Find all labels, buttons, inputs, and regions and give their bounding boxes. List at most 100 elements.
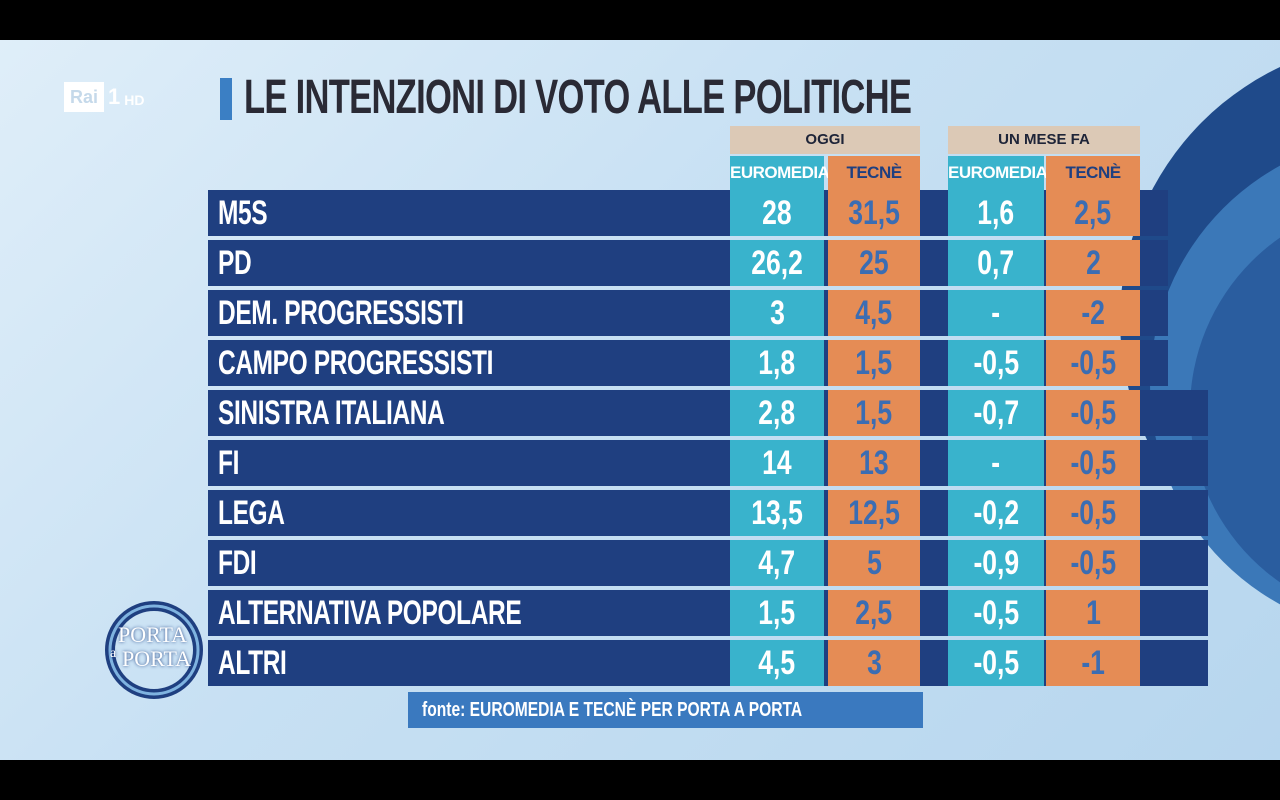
program-logo: PORTA a PORTA	[92, 600, 222, 710]
tecne-mese-cell: 2,5	[1046, 190, 1140, 236]
tecne-oggi-cell-value: 3	[866, 644, 882, 682]
euromedia-oggi-cell: 28	[730, 190, 824, 236]
euromedia-mese-cell-value: -0,5	[973, 594, 1019, 632]
tecne-oggi-cell-value: 31,5	[848, 194, 900, 232]
euromedia-oggi-cell: 13,5	[730, 490, 824, 536]
col-header-tecne-oggi: TECNÈ	[828, 156, 920, 190]
euromedia-mese-cell-value: -0,9	[973, 544, 1019, 582]
tecne-mese-cell-value: -0,5	[1070, 444, 1116, 482]
source-caption: fonte: EUROMEDIA E TECNÈ PER PORTA A POR…	[408, 692, 924, 728]
tecne-mese-cell: 2	[1046, 240, 1140, 286]
tecne-mese-cell-value: 2,5	[1074, 194, 1112, 232]
tecne-oggi-cell-value: 1,5	[855, 344, 893, 382]
party-label: CAMPO PROGRESSISTI	[218, 344, 494, 382]
program-logo-line1: PORTA	[118, 622, 188, 647]
tecne-mese-cell: -0,5	[1046, 490, 1140, 536]
euromedia-oggi-cell: 3	[730, 290, 824, 336]
program-logo-line2: a	[110, 646, 117, 661]
euromedia-mese-cell-value: 0,7	[977, 244, 1015, 282]
party-label: FI	[218, 444, 240, 482]
euromedia-oggi-cell-value: 13,5	[751, 494, 803, 532]
euromedia-mese-cell-value: -	[991, 444, 1001, 482]
group-header-mese: UN MESE FA	[948, 126, 1140, 154]
channel-logo: Rai 1 HD	[64, 82, 145, 112]
tecne-oggi-cell-value: 5	[866, 544, 882, 582]
euromedia-mese-cell: -0,5	[948, 340, 1044, 386]
col-header-euromedia-mese: EUROMEDIA	[948, 156, 1048, 190]
euromedia-oggi-cell-value: 2,8	[758, 394, 796, 432]
tecne-mese-cell: -0,5	[1046, 540, 1140, 586]
table-row: M5S 28 31,5 1,6 2,5	[208, 190, 1208, 236]
tecne-mese-cell-value: -1	[1081, 644, 1105, 682]
euromedia-mese-cell-value: -0,7	[973, 394, 1019, 432]
program-logo-line3: PORTA	[122, 646, 192, 671]
euromedia-mese-cell: -	[948, 440, 1044, 486]
euromedia-mese-cell: -0,9	[948, 540, 1044, 586]
tecne-oggi-cell: 1,5	[828, 340, 920, 386]
table-row: FDI 4,7 5 -0,9 -0,5	[208, 540, 1208, 586]
table-row: SINISTRA ITALIANA 2,8 1,5 -0,7 -0,5	[208, 390, 1208, 436]
euromedia-mese-cell-value: -0,2	[973, 494, 1019, 532]
euromedia-mese-cell-value: -	[991, 294, 1001, 332]
party-label: ALTRI	[218, 644, 287, 682]
tecne-oggi-cell-value: 12,5	[848, 494, 900, 532]
party-label: ALTERNATIVA POPOLARE	[218, 594, 522, 632]
euromedia-oggi-cell: 1,5	[730, 590, 824, 636]
euromedia-oggi-cell-value: 28	[762, 194, 792, 232]
tecne-oggi-cell: 5	[828, 540, 920, 586]
tecne-mese-cell: 1	[1046, 590, 1140, 636]
euromedia-mese-cell: 0,7	[948, 240, 1044, 286]
euromedia-oggi-cell-value: 3	[769, 294, 785, 332]
party-label: FDI	[218, 544, 257, 582]
table-row: FI 14 13 - -0,5	[208, 440, 1208, 486]
tecne-oggi-cell: 31,5	[828, 190, 920, 236]
euromedia-oggi-cell-value: 4,7	[758, 544, 796, 582]
euromedia-mese-cell: -	[948, 290, 1044, 336]
tecne-oggi-cell-value: 4,5	[855, 294, 893, 332]
party-label: M5S	[218, 194, 268, 232]
euromedia-oggi-cell: 14	[730, 440, 824, 486]
tecne-oggi-cell: 3	[828, 640, 920, 686]
poll-table: M5S 28 31,5 1,6 2,5 PD 26,2 25 0,7 2 DEM. PROGRESS…	[208, 190, 1208, 690]
euromedia-mese-cell-value: -0,5	[973, 644, 1019, 682]
tecne-mese-cell: -2	[1046, 290, 1140, 336]
euromedia-oggi-cell: 26,2	[730, 240, 824, 286]
euromedia-mese-cell: -0,7	[948, 390, 1044, 436]
tecne-mese-cell-value: 2	[1085, 244, 1101, 282]
group-header-oggi: OGGI	[730, 126, 920, 154]
table-row: ALTERNATIVA POPOLARE 1,5 2,5 -0,5 1	[208, 590, 1208, 636]
tecne-oggi-cell: 12,5	[828, 490, 920, 536]
tecne-mese-cell: -0,5	[1046, 340, 1140, 386]
table-row: LEGA 13,5 12,5 -0,2 -0,5	[208, 490, 1208, 536]
title-accent-bar	[220, 78, 232, 120]
tecne-mese-cell-value: 1	[1085, 594, 1101, 632]
tecne-mese-cell: -0,5	[1046, 440, 1140, 486]
euromedia-oggi-cell-value: 14	[762, 444, 792, 482]
source-text: fonte: EUROMEDIA E TECNÈ PER PORTA A POR…	[422, 699, 803, 721]
party-label: SINISTRA ITALIANA	[218, 394, 445, 432]
euromedia-mese-cell: 1,6	[948, 190, 1044, 236]
tecne-mese-cell-value: -0,5	[1070, 394, 1116, 432]
tecne-mese-cell-value: -0,5	[1070, 494, 1116, 532]
tecne-oggi-cell: 4,5	[828, 290, 920, 336]
tv-screen: Rai 1 HD LE INTENZIONI DI VOTO ALLE POLI…	[0, 40, 1280, 760]
table-row: ALTRI 4,5 3 -0,5 -1	[208, 640, 1208, 686]
euromedia-mese-cell-value: -0,5	[973, 344, 1019, 382]
col-header-tecne-mese: TECNÈ	[1046, 156, 1140, 190]
party-label: PD	[218, 244, 252, 282]
table-row: CAMPO PROGRESSISTI 1,8 1,5 -0,5 -0,5	[208, 340, 1208, 386]
euromedia-oggi-cell: 4,7	[730, 540, 824, 586]
tecne-oggi-cell-value: 13	[859, 444, 889, 482]
tecne-oggi-cell: 25	[828, 240, 920, 286]
program-logo-ring-icon	[105, 601, 203, 699]
euromedia-oggi-cell-value: 26,2	[751, 244, 803, 282]
euromedia-oggi-cell: 2,8	[730, 390, 824, 436]
tecne-mese-cell: -0,5	[1046, 390, 1140, 436]
col-header-euromedia-oggi: EUROMEDIA	[730, 156, 830, 190]
euromedia-oggi-cell-value: 4,5	[758, 644, 796, 682]
tecne-mese-cell-value: -0,5	[1070, 344, 1116, 382]
table-row: DEM. PROGRESSISTI 3 4,5 - -2	[208, 290, 1208, 336]
page-title: LE INTENZIONI DI VOTO ALLE POLITICHE	[244, 71, 912, 124]
party-label: DEM. PROGRESSISTI	[218, 294, 464, 332]
tecne-oggi-cell-value: 2,5	[855, 594, 893, 632]
